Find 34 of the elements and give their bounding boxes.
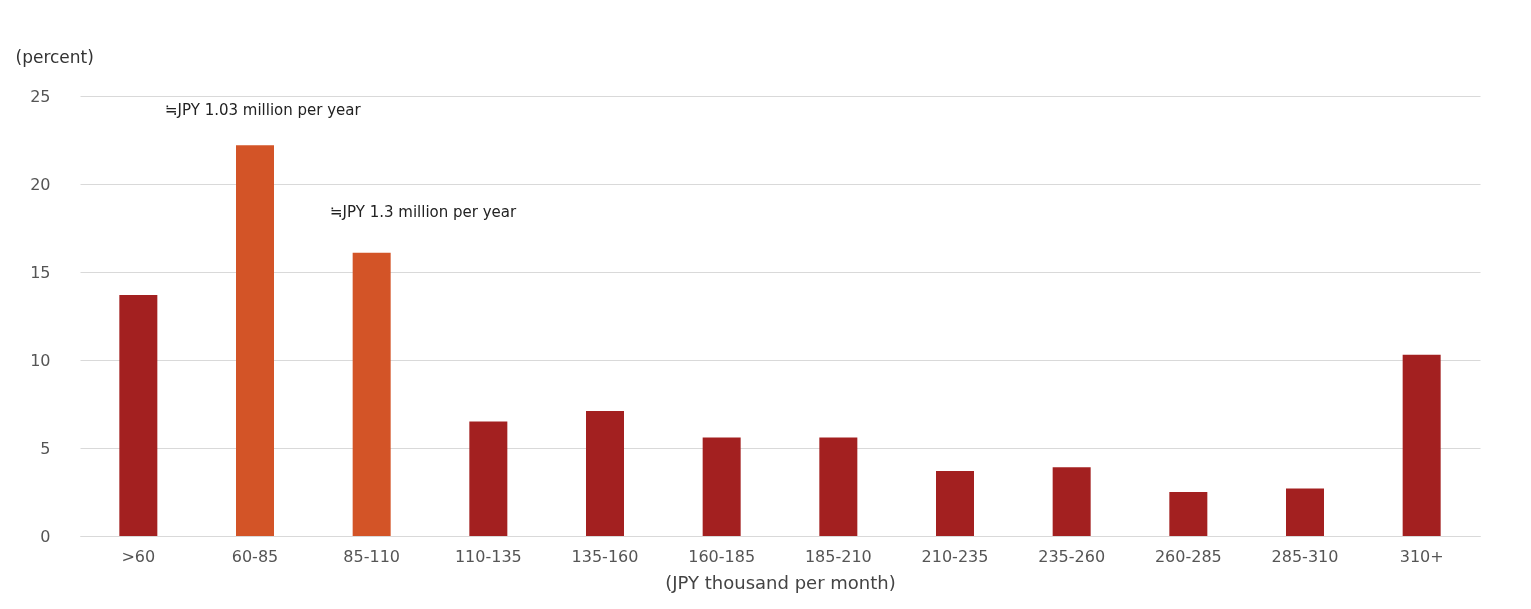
bar bbox=[119, 294, 158, 536]
x-tick-label: 210-235 bbox=[921, 546, 989, 566]
x-tick-label: 185-210 bbox=[804, 546, 872, 566]
bar bbox=[1402, 354, 1441, 536]
bar bbox=[236, 145, 274, 536]
x-tick-label: >60 bbox=[121, 546, 156, 566]
x-tick-label: 310+ bbox=[1399, 546, 1444, 566]
x-tick-label: 160-185 bbox=[688, 546, 756, 566]
y-axis-title: (percent) bbox=[15, 46, 94, 67]
bar bbox=[1286, 488, 1324, 536]
x-axis-title: (JPY thousand per month) bbox=[665, 571, 896, 593]
bar bbox=[702, 437, 741, 536]
y-tick-label: 25 bbox=[30, 86, 51, 106]
y-tick-label: 5 bbox=[40, 438, 51, 458]
bar bbox=[586, 411, 624, 536]
y-tick-label: 20 bbox=[30, 174, 51, 194]
annotation: ≒JPY 1.3 million per year bbox=[330, 203, 517, 221]
bar bbox=[936, 470, 974, 536]
bar bbox=[469, 421, 508, 536]
x-tick-label: 60-85 bbox=[231, 546, 279, 566]
x-tick-label: 85-110 bbox=[343, 546, 400, 566]
bar bbox=[1052, 467, 1091, 536]
y-tick-label: 0 bbox=[40, 526, 51, 546]
x-tick-label: 235-260 bbox=[1038, 546, 1106, 566]
x-tick-label: 260-285 bbox=[1154, 546, 1222, 566]
x-tick-label: 135-160 bbox=[571, 546, 639, 566]
bar bbox=[819, 437, 858, 536]
x-tick-label: 285-310 bbox=[1271, 546, 1339, 566]
bar bbox=[1169, 492, 1208, 536]
y-tick-label: 10 bbox=[30, 350, 51, 370]
y-tick-label: 15 bbox=[30, 262, 51, 282]
x-tick-label: 110-135 bbox=[454, 546, 522, 566]
annotation: ≒JPY 1.03 million per year bbox=[165, 101, 362, 119]
bar bbox=[352, 252, 391, 536]
